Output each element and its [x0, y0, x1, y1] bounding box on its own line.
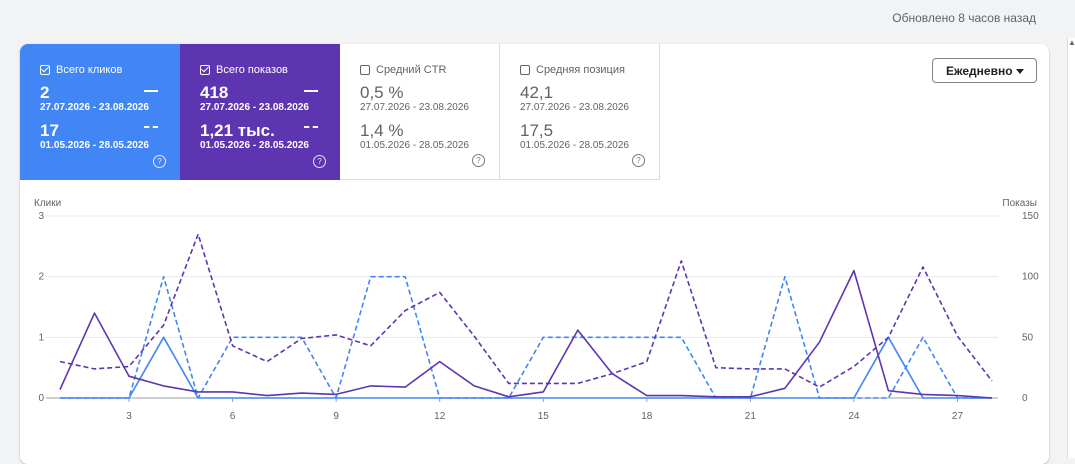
x-tick-label: 15	[538, 411, 550, 422]
y-tick-label-right: 50	[1022, 332, 1034, 343]
performance-card: Всего кликов 2 27.07.2026 - 23.08.2026 1…	[20, 44, 1049, 464]
tile-compare-value: 1,21 тыс.	[200, 121, 275, 140]
y-axis-label-left: Клики	[34, 198, 61, 209]
dropdown-value: Ежедневно	[946, 63, 1013, 78]
tile-total-clicks[interactable]: Всего кликов 2 27.07.2026 - 23.08.2026 1…	[20, 44, 180, 180]
tile-compare-dates: 01.05.2026 - 28.05.2026	[40, 140, 149, 151]
x-tick-label: 24	[848, 411, 860, 422]
y-tick-label-left: 3	[38, 211, 44, 222]
tile-value: 42,1	[520, 83, 554, 102]
x-tick-label: 3	[126, 411, 132, 422]
tile-compare-dates: 01.05.2026 - 28.05.2026	[360, 140, 469, 151]
impressions-series-dashed	[59, 233, 993, 388]
y-tick-label-right: 150	[1022, 211, 1039, 222]
y-tick-label-right: 0	[1022, 393, 1028, 404]
tile-compare-value: 17	[40, 121, 59, 140]
tile-value: 418	[200, 83, 229, 102]
tile-dates: 27.07.2026 - 23.08.2026	[200, 102, 309, 113]
dropdown-arrow-icon	[1016, 69, 1024, 74]
dashed-line-legend-icon	[144, 126, 158, 128]
tile-value: 2	[40, 83, 50, 102]
tile-total-impressions[interactable]: Всего показов 418 27.07.2026 - 23.08.202…	[180, 44, 340, 180]
impressions-series-solid	[59, 269, 993, 399]
tile-average-ctr[interactable]: Средний CTR 0,5 % 27.07.2026 - 23.08.202…	[340, 44, 500, 180]
tile-label: Всего показов	[216, 64, 288, 76]
x-tick-label: 27	[952, 411, 964, 422]
tile-value: 0,5 %	[360, 83, 404, 102]
clicks-series-dashed	[60, 275, 992, 399]
tile-compare-value: 17,5	[520, 121, 554, 140]
help-icon[interactable]: ?	[472, 154, 485, 167]
tile-compare-dates: 01.05.2026 - 28.05.2026	[520, 140, 629, 151]
scrollbar[interactable]	[1067, 38, 1075, 458]
tile-label: Всего кликов	[56, 64, 123, 76]
help-icon[interactable]: ?	[313, 155, 326, 168]
tile-compare-value: 1,4 %	[360, 121, 404, 140]
tile-average-position[interactable]: Средняя позиция 42,1 27.07.2026 - 23.08.…	[500, 44, 660, 180]
dashed-line-legend-icon	[304, 126, 318, 128]
checkbox-icon[interactable]	[360, 65, 370, 75]
x-tick-label: 6	[230, 411, 236, 422]
checkbox-icon[interactable]	[200, 65, 210, 75]
tile-dates: 27.07.2026 - 23.08.2026	[360, 102, 469, 113]
scroll-up-icon[interactable]: ▲	[1068, 38, 1075, 47]
granularity-dropdown[interactable]: Ежедневно	[932, 58, 1037, 83]
x-tick-label: 12	[434, 411, 446, 422]
tile-dates: 27.07.2026 - 23.08.2026	[520, 102, 629, 113]
tile-dates: 27.07.2026 - 23.08.2026	[40, 102, 149, 113]
tile-label: Средний CTR	[376, 64, 447, 76]
y-tick-label-right: 100	[1022, 272, 1039, 283]
x-tick-label: 18	[641, 411, 653, 422]
help-icon[interactable]: ?	[153, 155, 166, 168]
tile-label: Средняя позиция	[536, 64, 625, 76]
solid-line-legend-icon	[304, 90, 318, 92]
x-tick-label: 9	[333, 411, 339, 422]
tile-compare-dates: 01.05.2026 - 28.05.2026	[200, 140, 309, 151]
solid-line-legend-icon	[144, 90, 158, 92]
last-updated-text: Обновлено 8 часов назад	[892, 11, 1036, 25]
metric-tiles: Всего кликов 2 27.07.2026 - 23.08.2026 1…	[20, 44, 660, 180]
checkbox-icon[interactable]	[520, 65, 530, 75]
checkbox-icon[interactable]	[40, 65, 50, 75]
y-tick-label-left: 1	[38, 332, 44, 343]
y-axis-label-right: Показы	[1002, 198, 1037, 209]
y-tick-label-left: 0	[38, 393, 44, 404]
x-tick-label: 21	[745, 411, 757, 422]
help-icon[interactable]: ?	[632, 154, 645, 167]
y-tick-label-left: 2	[38, 272, 44, 283]
